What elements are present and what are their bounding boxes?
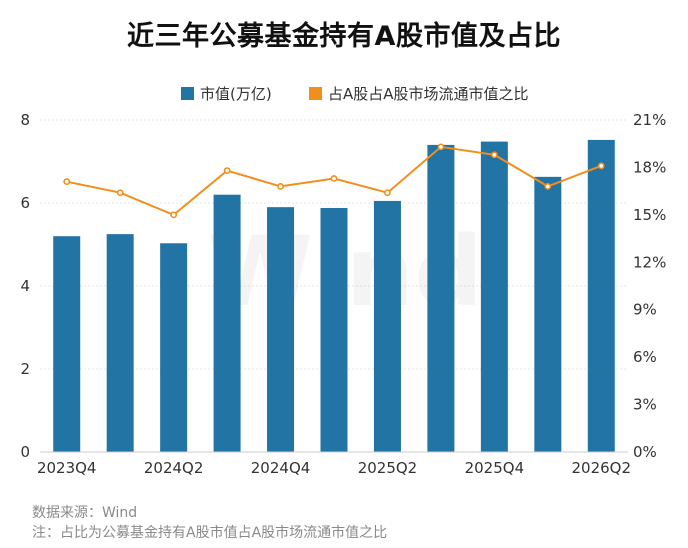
x-tick-label: 2023Q4 [37,459,97,477]
y-left-tick-label: 4 [20,277,30,295]
bar [213,194,241,452]
line-series [63,143,605,219]
line-point [116,189,124,197]
line-point [384,189,391,197]
line-point [544,182,552,190]
legend-swatch-line [309,87,322,100]
y-right-tick-label: 18% [633,158,666,176]
y-left-tick-label: 8 [20,111,30,129]
x-tick-label: 2024Q2 [144,459,204,477]
y-left-tick-label: 0 [20,443,30,461]
y-right-tick-label: 6% [633,348,657,366]
line-point [490,151,498,159]
line-point [63,178,71,186]
y-right-tick-label: 15% [633,206,666,224]
legend-label-bar: 市值(万亿) [200,85,272,103]
bar [106,234,134,452]
y-right-tick-label: 0% [633,443,657,461]
bar [480,141,508,452]
line-point [223,167,231,174]
source-note: 数据来源：Wind [32,505,138,521]
line-point [597,162,605,170]
x-tick-label: 2025Q2 [358,459,418,477]
y-right-tick-label: 9% [633,301,657,319]
legend-prefix: 占A股 [328,85,368,103]
chart-title: 近三年公募基金持有A股市值及占比 [127,21,561,52]
axes: 0 2 4 6 8 0% 3% 6% 9% 12% 15% 18% 21% 2023Q4 2024Q2 202… [20,111,666,477]
footnote: 注：占比为公募基金持有A股市值占A股市场流通市值之比 [32,525,388,541]
x-tick-label: 2024Q4 [251,459,311,477]
line-point [437,143,445,151]
x-tick-label: 2026Q2 [572,459,632,477]
bar [534,176,562,453]
bar [267,207,295,452]
legend-swatch-bar [181,87,194,100]
legend: 市值(万亿) 占A股占A股市场流通市值之比 [181,85,529,103]
line-point [277,182,284,190]
bar [427,144,455,452]
y-left-tick-label: 2 [20,360,30,378]
y-right-tick-label: 21% [633,111,666,129]
y-right-tick-label: 12% [633,253,666,271]
line-point [330,175,338,182]
y-right-tick-label: 3% [633,396,657,414]
bar [587,139,615,453]
bar [53,236,81,452]
bar [320,207,348,452]
line-point [170,211,178,219]
y-left-tick-label: 6 [20,194,30,212]
bar [160,243,188,452]
legend-series-name: 占A股市场流通市值之比 [368,85,528,103]
legend-label-line: 占A股占A股市场流通市值之比 [328,85,529,103]
bar-series [53,139,615,453]
x-tick-label: 2025Q4 [465,459,525,477]
bar [373,200,401,452]
